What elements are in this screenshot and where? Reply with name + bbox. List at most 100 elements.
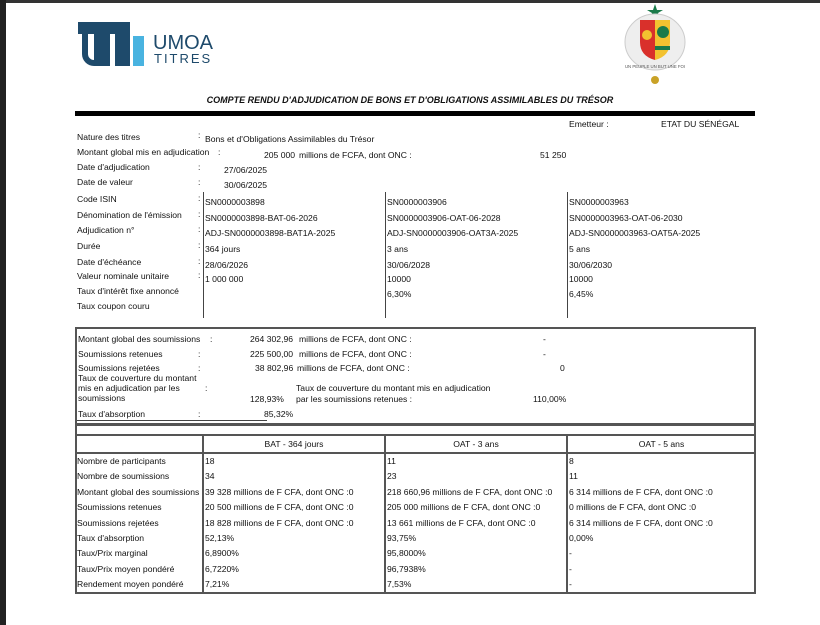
colon: :	[198, 256, 201, 266]
issue-cell: SN0000003898-BAT-06-2026	[205, 213, 318, 223]
rejetees-label: Soumissions rejetées	[78, 363, 160, 373]
issue-row-label: Date d'échéance	[77, 257, 142, 267]
table-cell: 6 314 millions de F CFA, dont ONC :0	[569, 486, 713, 497]
umoa-titres-logo: UMOA TITRES	[78, 22, 238, 68]
table-row-label: Nombre de soumissions	[77, 471, 170, 482]
issue-cell: SN0000003963-OAT-06-2030	[569, 213, 683, 223]
issue-row-label: Durée	[77, 241, 101, 251]
table-row-label: Soumissions rejetées	[77, 517, 159, 528]
viewer-top-border	[0, 0, 820, 3]
couverture-retenues-label-1: Taux de couverture du montant mis en adj…	[296, 383, 491, 393]
table-cell: 7,53%	[387, 579, 412, 590]
issue-row-label: Adjudication n°	[77, 225, 135, 235]
issue-cell: 364 jours	[205, 244, 241, 254]
colon: :	[198, 270, 201, 280]
rejetees-value: 38 802,96	[255, 363, 294, 373]
senegal-coat-of-arms: UN PEUPLE UN BUT UNE FOI	[620, 2, 690, 88]
retenues-value: 225 500,00	[250, 349, 294, 359]
colon: :	[198, 349, 201, 359]
logo-umoa-text: UMOA	[153, 32, 214, 54]
issue-row-label: Valeur nominale unitaire	[77, 271, 170, 281]
issue-cell: SN0000003898	[205, 197, 265, 207]
couverture-value: 128,93%	[250, 394, 284, 404]
table-top-rule	[75, 434, 756, 436]
montant-unit: millions de FCFA, dont ONC :	[299, 150, 412, 160]
issue-cell: ADJ-SN0000003906-OAT3A-2025	[387, 228, 519, 238]
retenues-onc: -	[543, 349, 546, 359]
absorption-underline	[77, 420, 267, 421]
column-header: OAT - 3 ans	[453, 439, 499, 449]
column-divider	[566, 434, 568, 594]
couverture-label-3: soumissions	[78, 393, 126, 403]
table-row-label: Rendement moyen pondéré	[77, 579, 184, 590]
rejetees-unit: millions de FCFA, dont ONC :	[297, 363, 410, 373]
issue-cell: 1 000 000	[205, 274, 244, 284]
colon: :	[210, 334, 213, 344]
issue-cell: SN0000003963	[569, 197, 629, 207]
emetteur-value: ETAT DU SÉNÉGAL	[661, 119, 740, 129]
nature-label: Nature des titres	[77, 132, 141, 142]
emetteur-label: Emetteur :	[569, 119, 609, 129]
table-cell: 95,8000%	[387, 548, 426, 559]
issue-cell: ADJ-SN0000003898-BAT1A-2025	[205, 228, 336, 238]
table-cell: 18	[205, 456, 215, 466]
issue-cell: 28/06/2026	[205, 260, 249, 270]
table-cell: 96,7938%	[387, 563, 426, 574]
table-row-label: Montant global des soumissions	[77, 486, 200, 497]
colon: :	[198, 209, 201, 219]
colon: :	[218, 147, 221, 157]
colon: :	[198, 193, 201, 203]
colon: :	[205, 383, 208, 393]
colon: :	[198, 240, 201, 250]
column-divider	[202, 434, 204, 594]
colon: :	[198, 224, 201, 234]
table-row-label: Taux/Prix moyen pondéré	[77, 563, 175, 574]
table-cell: -	[569, 548, 572, 559]
table-cell: 93,75%	[387, 533, 417, 543]
issue-cell: 3 ans	[387, 244, 409, 254]
table-cell: 218 660,96 millions de F CFA, dont ONC :…	[387, 486, 553, 497]
table-cell: 7,21%	[205, 579, 230, 590]
table-cell: 39 328 millions de F CFA, dont ONC :0	[205, 486, 354, 497]
colon: :	[198, 177, 201, 187]
montant-soumissions-unit: millions de FCFA, dont ONC :	[299, 334, 412, 344]
issue-row-label: Taux d'intérêt fixe annoncé	[77, 286, 179, 296]
column-divider	[567, 192, 568, 318]
table-cell: 18 828 millions de F CFA, dont ONC :0	[205, 517, 354, 528]
date-valeur-label: Date de valeur	[77, 177, 133, 187]
colon: :	[198, 363, 201, 373]
rejetees-onc: 0	[560, 363, 565, 373]
montant-soumissions-onc: -	[543, 334, 546, 344]
issue-cell: SN0000003906	[387, 197, 447, 207]
colon: :	[198, 162, 201, 172]
absorption-label: Taux d'absorption	[78, 409, 146, 419]
column-divider	[203, 192, 204, 318]
table-cell: -	[569, 579, 572, 590]
date-valeur-value: 30/06/2025	[224, 180, 268, 190]
colon: :	[198, 130, 201, 140]
issue-row-label: Taux coupon couru	[77, 301, 150, 311]
issue-cell: 6,45%	[569, 289, 594, 299]
table-cell: 34	[205, 471, 215, 482]
table-cell: 20 500 millions de F CFA, dont ONC :0	[205, 502, 354, 513]
table-cell: 11	[569, 471, 578, 482]
table-cell: 6 314 millions de F CFA, dont ONC :0	[569, 517, 713, 528]
issue-cell: 5 ans	[569, 244, 591, 254]
table-cell: 8	[569, 456, 574, 466]
table-row-label: Nombre de participants	[77, 456, 166, 466]
retenues-label: Soumissions retenues	[78, 349, 163, 359]
montant-soumissions-value: 264 302,96	[250, 334, 294, 344]
nature-value: Bons et d'Obligations Assimilables du Tr…	[205, 134, 375, 144]
table-cell: 205 000 millions de F CFA, dont ONC :0	[387, 502, 541, 513]
issue-cell: 10000	[569, 274, 593, 284]
column-header: OAT - 5 ans	[638, 439, 685, 449]
absorption-value: 85,32%	[264, 409, 294, 419]
table-cell: 13 661 millions de F CFA, dont ONC :0	[387, 517, 536, 528]
table-cell: 0 millions de F CFA, dont ONC :0	[569, 502, 697, 513]
table-cell: 6,8900%	[205, 548, 239, 559]
couverture-retenues-label-2: par les soumissions retenues :	[296, 394, 413, 404]
issue-cell: 10000	[387, 274, 411, 284]
issue-cell: ADJ-SN0000003963-OAT5A-2025	[569, 228, 701, 238]
document-title: COMPTE RENDU D'ADJUDICATION DE BONS ET D…	[206, 95, 614, 105]
couverture-label-2: mis en adjudication par les	[78, 383, 180, 393]
